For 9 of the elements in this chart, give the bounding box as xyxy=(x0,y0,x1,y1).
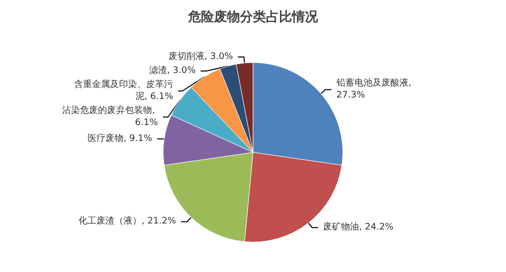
slice-label: 含重金属及印染、皮革污泥, 6.1% xyxy=(74,78,174,102)
slice-label: 医疗废物, 9.1% xyxy=(88,132,153,144)
slice-label: 化工废渣（液）, 21.2% xyxy=(78,216,176,227)
slice-label: 废矿物油, 24.2% xyxy=(323,222,394,233)
slice-label: 废切削液, 3.0% xyxy=(168,50,234,62)
chart-title: 危险废物分类占比情况 xyxy=(187,9,319,25)
slice-label: 滤渣, 3.0% xyxy=(149,64,196,76)
slice-label: 沾染危废的废弃包装物, 6.1% xyxy=(62,104,158,128)
slice-label: 铅蓄电池及废酸液, 27.3% xyxy=(335,78,414,101)
